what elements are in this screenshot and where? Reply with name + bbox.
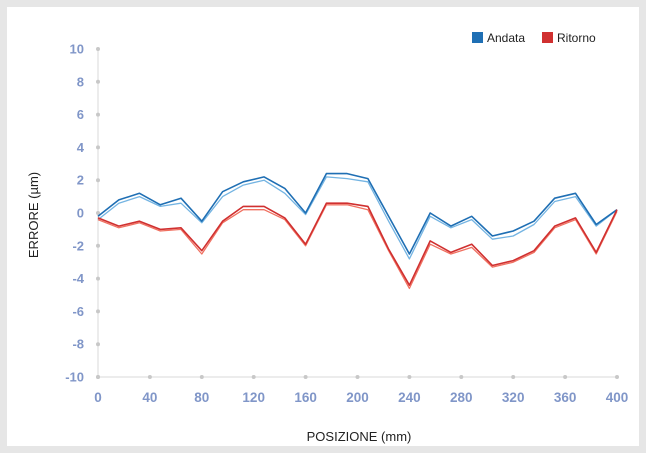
legend-label-ritorno: Ritorno bbox=[557, 31, 596, 45]
chart-frame: 10 8 6 4 2 0 -2 -4 -6 -8 -10 0 40 80 120 160 200 240 280 32… bbox=[7, 7, 639, 446]
x-tick-mark bbox=[459, 375, 464, 379]
y-tick-label: 0 bbox=[77, 206, 84, 221]
y-tick-label: -6 bbox=[72, 304, 84, 319]
y-tick-mark bbox=[96, 145, 100, 150]
y-tick-mark bbox=[96, 243, 100, 248]
x-tick-label: 120 bbox=[242, 390, 265, 405]
x-tick-label: 360 bbox=[554, 390, 577, 405]
x-tick-mark bbox=[199, 375, 204, 379]
y-tick-label: 2 bbox=[77, 173, 84, 188]
legend-swatch-ritorno bbox=[542, 32, 553, 43]
x-tick-mark bbox=[355, 375, 360, 379]
y-tick-label: -10 bbox=[65, 370, 84, 385]
y-tick-mark bbox=[96, 178, 100, 183]
y-tick-mark bbox=[96, 112, 100, 117]
tick-labels: 10 8 6 4 2 0 -2 -4 -6 -8 -10 0 40 80 120 160 200 240 280 32… bbox=[65, 42, 628, 406]
y-tick-label: 4 bbox=[77, 140, 85, 155]
x-tick-mark bbox=[96, 375, 100, 379]
y-tick-label: -2 bbox=[72, 238, 84, 253]
series-lines bbox=[97, 172, 618, 290]
x-tick-label: 280 bbox=[450, 390, 473, 405]
x-tick-label: 400 bbox=[606, 390, 629, 405]
x-tick-label: 0 bbox=[94, 390, 102, 405]
series-line-ritorno-second-run bbox=[97, 204, 618, 290]
x-tick-mark bbox=[251, 375, 256, 379]
y-tick-label: 8 bbox=[77, 74, 84, 89]
y-axis-label: ERRORE (µm) bbox=[26, 172, 41, 258]
x-tick-mark bbox=[615, 375, 619, 379]
y-tick-mark bbox=[96, 342, 100, 347]
x-tick-label: 40 bbox=[142, 390, 157, 405]
y-tick-mark bbox=[96, 211, 100, 215]
y-tick-label: 10 bbox=[70, 42, 84, 57]
x-tick-label: 240 bbox=[398, 390, 421, 405]
x-tick-label: 80 bbox=[194, 390, 209, 405]
x-tick-mark bbox=[407, 375, 412, 379]
y-tick-label: -4 bbox=[72, 271, 84, 286]
legend-swatch-andata bbox=[472, 32, 483, 43]
legend: Andata Ritorno bbox=[472, 31, 596, 45]
x-tick-mark bbox=[563, 375, 568, 379]
axes bbox=[96, 47, 619, 379]
error-line-chart: 10 8 6 4 2 0 -2 -4 -6 -8 -10 0 40 80 120 160 200 240 280 32… bbox=[26, 31, 628, 444]
x-tick-label: 320 bbox=[502, 390, 525, 405]
y-tick-label: 6 bbox=[77, 107, 84, 122]
y-tick-mark bbox=[96, 47, 100, 51]
x-tick-mark bbox=[147, 375, 152, 379]
x-tick-label: 200 bbox=[346, 390, 369, 405]
x-tick-mark bbox=[511, 375, 516, 379]
y-tick-mark bbox=[96, 309, 100, 314]
y-tick-mark bbox=[96, 79, 100, 84]
legend-label-andata: Andata bbox=[487, 31, 525, 45]
series-line-andata-second-run bbox=[97, 176, 618, 260]
series-line-ritorno bbox=[97, 202, 618, 287]
x-tick-mark bbox=[303, 375, 308, 379]
y-tick-mark bbox=[96, 276, 100, 281]
series-line-andata bbox=[97, 172, 618, 255]
y-tick-label: -8 bbox=[72, 337, 84, 352]
x-axis-label: POSIZIONE (mm) bbox=[307, 429, 412, 444]
x-tick-label: 160 bbox=[294, 390, 317, 405]
